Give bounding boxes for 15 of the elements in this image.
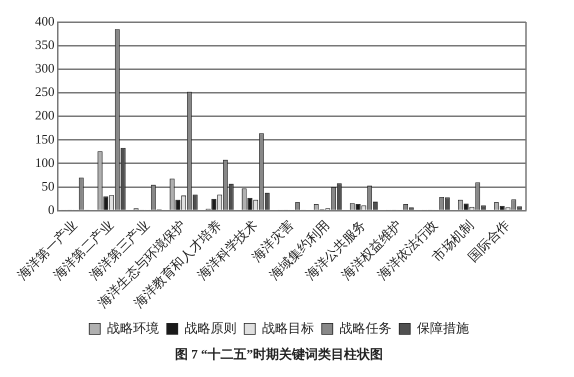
y-tick-label: 350 xyxy=(35,37,54,52)
y-tick-label: 250 xyxy=(35,84,54,100)
legend-label: 战略环境 xyxy=(106,320,159,336)
legend-label: 战略任务 xyxy=(339,320,392,336)
y-tick-label: 0 xyxy=(48,202,54,218)
y-tick-label: 150 xyxy=(35,131,54,146)
y-tick-label: 400 xyxy=(35,13,54,28)
text: 图 7 “十二五”时期关键词类目柱状图 xyxy=(175,346,383,362)
legend-label: 战略原则 xyxy=(184,320,236,336)
y-tick-label: 100 xyxy=(35,154,54,170)
legend-label: 保障措施 xyxy=(416,320,469,336)
y-tick-label: 200 xyxy=(35,108,54,123)
y-tick-label: 300 xyxy=(35,60,54,76)
legend-label: 战略目标 xyxy=(262,320,314,336)
y-tick-label: 50 xyxy=(42,178,54,194)
